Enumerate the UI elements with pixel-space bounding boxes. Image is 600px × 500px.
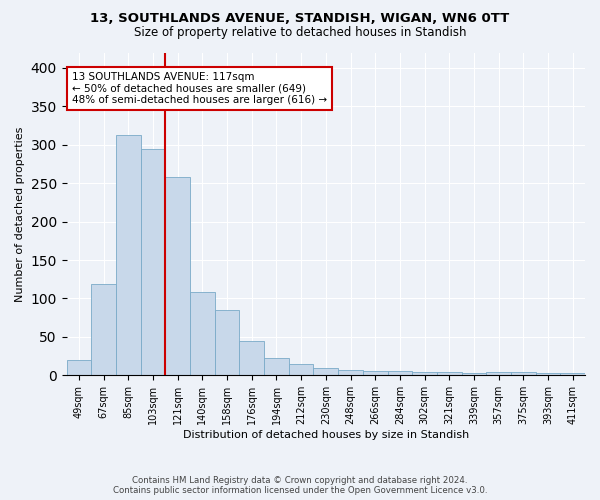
Bar (461, 373, 486, 376)
Bar (116, 134, 141, 376)
Bar (91, 284, 116, 376)
Bar (215, 310, 239, 376)
Text: Contains HM Land Registry data © Crown copyright and database right 2024.
Contai: Contains HM Land Registry data © Crown c… (113, 476, 487, 495)
Bar (486, 372, 511, 376)
Bar (412, 372, 437, 376)
Bar (363, 370, 388, 376)
Bar (289, 364, 313, 376)
Bar (239, 341, 264, 376)
Y-axis label: Number of detached properties: Number of detached properties (15, 126, 25, 302)
Bar (437, 372, 461, 376)
Bar (141, 150, 166, 376)
X-axis label: Distribution of detached houses by size in Standish: Distribution of detached houses by size … (183, 430, 469, 440)
Bar (264, 358, 289, 376)
Bar (536, 373, 560, 376)
Bar (560, 373, 585, 376)
Bar (338, 370, 363, 376)
Bar (511, 372, 536, 376)
Bar (313, 368, 338, 376)
Bar (166, 177, 190, 376)
Bar (388, 370, 412, 376)
Bar (190, 292, 215, 376)
Bar (67, 360, 91, 376)
Text: Size of property relative to detached houses in Standish: Size of property relative to detached ho… (134, 26, 466, 39)
Text: 13, SOUTHLANDS AVENUE, STANDISH, WIGAN, WN6 0TT: 13, SOUTHLANDS AVENUE, STANDISH, WIGAN, … (91, 12, 509, 26)
Text: 13 SOUTHLANDS AVENUE: 117sqm
← 50% of detached houses are smaller (649)
48% of s: 13 SOUTHLANDS AVENUE: 117sqm ← 50% of de… (72, 72, 327, 105)
